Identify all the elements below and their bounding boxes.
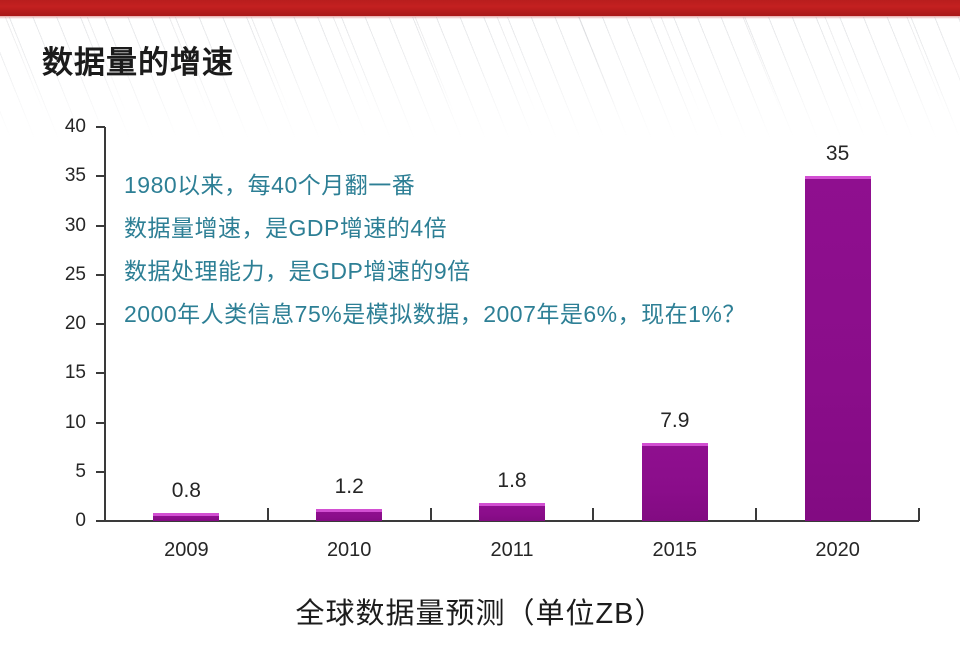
page-title: 数据量的增速: [42, 45, 234, 80]
bar: [479, 503, 545, 521]
y-axis-tick: [96, 273, 105, 276]
x-axis-category-label: 2011: [490, 539, 534, 561]
bullet-overlay: 1980以来，每40个月翻一番 数据量增速，是GDP增速的4倍 数据处理能力，是…: [124, 164, 914, 336]
y-axis-tick-label: 30: [64, 214, 86, 236]
chart-caption: 全球数据量预测（单位ZB）: [295, 598, 665, 630]
bar: [153, 513, 220, 521]
y-axis-tick-label: 10: [64, 411, 86, 433]
bar: [804, 176, 871, 521]
y-axis-tick: [96, 421, 105, 424]
x-axis-tick: [592, 508, 595, 521]
header-accent-shadow: [0, 16, 960, 19]
bar-value-label: 0.8: [171, 479, 201, 503]
bullet-line: 1980以来，每40个月翻一番: [124, 172, 416, 198]
y-axis-tick: [96, 520, 105, 522]
x-axis-category-label: 2015: [652, 539, 698, 561]
x-axis-line: [104, 520, 919, 522]
bar: [641, 443, 708, 521]
header-accent-bar: [0, 0, 960, 16]
y-axis-tick: [96, 470, 105, 473]
y-axis-tick-label: 15: [64, 362, 86, 384]
bar-value-label: 7.9: [660, 409, 690, 433]
x-axis-tick: [918, 508, 920, 521]
bullet-line: 数据处理能力，是GDP增速的9倍: [124, 258, 471, 284]
bar-value-label: 1.2: [334, 475, 364, 499]
y-axis-tick-label: 0: [75, 510, 86, 531]
y-axis-tick-label: 40: [64, 116, 86, 137]
x-axis-category-label: 2009: [164, 539, 209, 561]
y-axis-tick-label: 35: [64, 165, 86, 187]
y-axis-tick-label: 20: [64, 313, 86, 334]
y-axis-tick: [96, 126, 105, 128]
y-axis-tick: [96, 224, 105, 227]
y-axis-tick: [96, 372, 105, 375]
y-axis-tick-label: 5: [75, 460, 86, 482]
y-axis-tick-label: 25: [64, 263, 86, 285]
x-axis-category-label: 2020: [815, 539, 860, 561]
y-axis-tick: [96, 175, 105, 178]
y-axis-line: [104, 127, 106, 522]
x-axis-tick: [429, 508, 432, 521]
y-axis-tick: [96, 323, 105, 325]
bar: [316, 509, 383, 521]
bullet-line: 2000年人类信息75%是模拟数据，2007年是6%，现在1%？: [124, 301, 746, 327]
x-axis-tick: [755, 508, 758, 521]
bullet-line: 数据量增速，是GDP增速的4倍: [124, 215, 448, 241]
bar-value-label: 35: [825, 142, 850, 166]
bar-value-label: 1.8: [497, 469, 527, 493]
x-axis-tick: [266, 508, 269, 521]
x-axis-category-label: 2010: [326, 539, 372, 561]
